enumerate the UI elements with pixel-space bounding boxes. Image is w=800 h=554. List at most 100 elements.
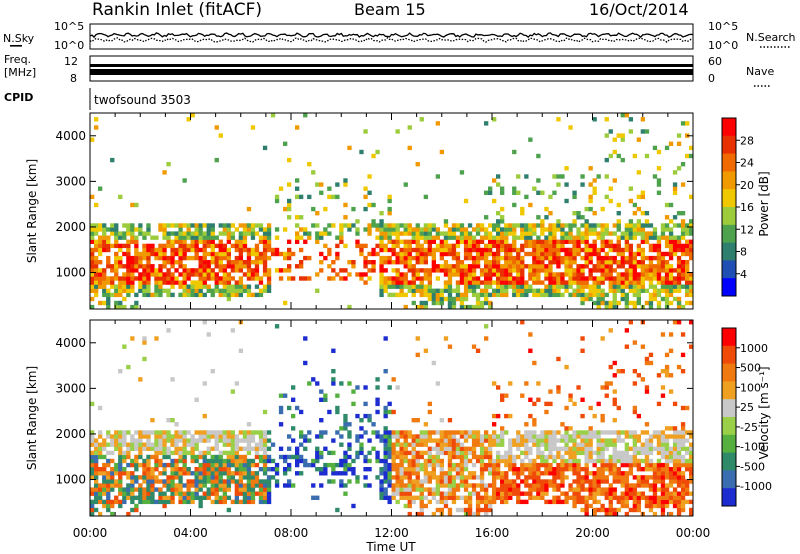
power-cell (371, 247, 376, 253)
velocity-cell (588, 434, 593, 439)
velocity-cell (628, 487, 634, 492)
velocity-cell (484, 511, 489, 517)
velocity-cell (648, 462, 654, 468)
power-cell (524, 227, 529, 232)
power-cell (158, 223, 163, 228)
power-cell (584, 219, 589, 224)
velocity-cell (110, 503, 115, 509)
velocity-cell (568, 397, 573, 402)
velocity-cell (90, 487, 95, 492)
velocity-cell (363, 401, 368, 407)
velocity-cell (234, 381, 240, 386)
power-cell (588, 268, 593, 273)
power-cell (463, 198, 469, 204)
velocity-cell (596, 499, 601, 505)
power-cell (560, 280, 565, 285)
velocity-cell (331, 471, 336, 476)
velocity-cell (214, 454, 219, 460)
velocity-cell (484, 499, 489, 505)
power-cell (592, 284, 597, 289)
velocity-cell (238, 467, 244, 472)
velocity-cell (632, 430, 638, 435)
power-cell (110, 157, 115, 163)
power-cell (564, 268, 569, 273)
power-cell (391, 251, 396, 257)
velocity-cell (142, 340, 147, 345)
velocity-cell (242, 430, 248, 435)
power-cell (592, 231, 597, 236)
power-cell (620, 113, 625, 118)
power-cell (640, 190, 646, 195)
velocity-cell (435, 438, 441, 443)
power-cell (496, 276, 501, 281)
velocity-cell (492, 495, 497, 500)
power-cell (632, 227, 638, 232)
time-tick-label: 00:00 (676, 526, 711, 540)
power-cell (504, 243, 509, 249)
colorbar-tick-label: 24 (740, 157, 754, 170)
velocity-cell (664, 369, 670, 374)
velocity-cell (528, 438, 533, 443)
power-cell (363, 194, 368, 200)
power-cell (580, 223, 585, 228)
velocity-cell (580, 438, 585, 443)
velocity-cell (552, 479, 557, 484)
velocity-cell (218, 438, 223, 443)
velocity-cell (580, 499, 585, 505)
velocity-cell (624, 328, 630, 333)
velocity-cell (162, 454, 167, 460)
velocity-cell (656, 458, 662, 464)
power-cell (612, 296, 617, 302)
power-cell (186, 247, 191, 253)
power-cell (664, 251, 670, 257)
power-cell (544, 264, 549, 269)
velocity-cell (632, 462, 638, 468)
power-cell (467, 304, 473, 310)
velocity-cell (114, 499, 119, 505)
power-cell (475, 243, 481, 249)
velocity-cell (287, 483, 292, 488)
velocity-cell (644, 495, 650, 500)
power-cell (194, 239, 199, 244)
velocity-cell (250, 430, 256, 435)
power-cell (94, 280, 99, 285)
power-cell (379, 247, 384, 253)
power-cell (130, 231, 135, 236)
power-cell (592, 300, 597, 306)
power-cell (90, 260, 95, 265)
velocity-cell (600, 450, 605, 456)
power-cell (222, 251, 228, 257)
velocity-cell (459, 507, 465, 513)
power-cell (496, 235, 501, 240)
velocity-cell (596, 471, 601, 476)
power-cell (459, 170, 465, 175)
power-cell (311, 170, 316, 175)
velocity-cell (323, 471, 328, 476)
velocity-cell (403, 438, 408, 443)
velocity-cell (399, 446, 404, 451)
velocity-cell (604, 467, 609, 472)
velocity-cell (234, 454, 240, 460)
colorbar-step (722, 328, 736, 347)
power-cell (287, 215, 292, 220)
velocity-cell (387, 462, 392, 468)
power-cell (568, 260, 573, 265)
velocity-cell (504, 450, 509, 456)
power-cell (130, 284, 135, 289)
power-cell (628, 251, 634, 257)
power-cell (604, 194, 609, 200)
velocity-cell (656, 499, 662, 505)
power-cell (343, 223, 348, 228)
velocity-cell (391, 491, 396, 496)
power-cell (246, 260, 252, 265)
velocity-cell (532, 495, 537, 500)
velocity-cell (415, 467, 420, 472)
velocity-cell (411, 458, 416, 464)
velocity-cell (379, 471, 384, 476)
power-cell (548, 292, 553, 298)
velocity-cell (258, 442, 264, 447)
velocity-cell (399, 430, 404, 435)
power-cell (488, 284, 493, 289)
velocity-cell (194, 454, 199, 460)
velocity-cell (624, 454, 630, 460)
